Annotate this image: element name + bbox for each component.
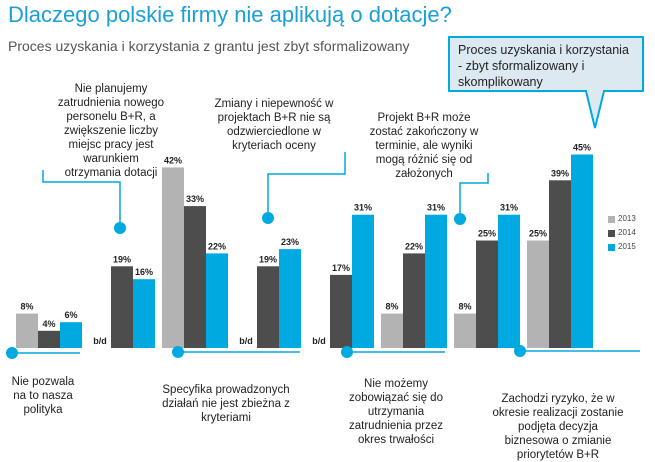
annotation-specificity: Specyfika prowadzonych działań nie jest … — [162, 384, 290, 424]
bar-2015-6 — [425, 214, 447, 348]
bar-2014-4 — [257, 266, 279, 348]
connector-dot-1 — [114, 222, 126, 234]
bar-value-label-2015-4: 23% — [281, 237, 299, 247]
legend-swatch-2014 — [608, 229, 615, 237]
legend-item-2014: 2014 — [608, 226, 636, 240]
bar-2014-6 — [403, 253, 425, 348]
bar-value-label-2014-4: 19% — [259, 254, 277, 264]
annotation-business-risk: Zachodzi ryzyko, że w okresie realizacji… — [492, 393, 624, 461]
bar-value-label-2014-7: 25% — [478, 229, 496, 239]
bar-value-label-2015-3: 22% — [208, 241, 226, 251]
bar-value-label-2013-3: 42% — [164, 155, 182, 165]
bar-missing-label-2013-5: b/d — [312, 336, 326, 346]
connector-dot-2 — [262, 212, 274, 224]
bar-missing-label-2013-4: b/d — [239, 336, 253, 346]
legend-label-2014: 2014 — [618, 228, 636, 237]
bar-2014-2 — [111, 266, 133, 348]
bar-2014-5 — [330, 274, 352, 348]
bar-value-label-2015-7: 31% — [500, 203, 518, 213]
connector-dot-3 — [454, 213, 466, 225]
connector-line-2 — [267, 152, 346, 218]
legend-item-2015: 2015 — [608, 240, 636, 254]
bar-value-label-2013-8: 25% — [529, 229, 547, 239]
bar-2013-1 — [16, 313, 38, 348]
bar-2013-3 — [162, 167, 184, 348]
bar-value-label-2015-1: 6% — [64, 310, 77, 320]
bar-value-label-2013-1: 8% — [20, 302, 33, 312]
bar-2015-1 — [60, 322, 82, 348]
bar-value-label-2014-6: 22% — [405, 241, 423, 251]
legend-swatch-2013 — [608, 215, 615, 223]
bar-2014-7 — [476, 240, 498, 348]
bar-2014-1 — [38, 330, 60, 348]
callout-pointer — [584, 90, 606, 129]
connector-dot-7 — [514, 345, 526, 357]
bar-value-label-2015-2: 16% — [135, 267, 153, 277]
bar-value-label-2015-6: 31% — [427, 203, 445, 213]
bar-value-label-2013-6: 8% — [385, 302, 398, 312]
chart-title: Dlaczego polskie firmy nie aplikują o do… — [8, 2, 452, 27]
legend-label-2013: 2013 — [618, 214, 636, 223]
bar-2015-2 — [133, 279, 155, 348]
bar-chart: 8% b/d 42% b/d b/d 8% 8% 25% 4% 19% 33% 19% 17% 22% 25… — [6, 89, 640, 359]
annotation-no-new-staff: Nie planujemy zatrudnienia nowego person… — [57, 83, 165, 179]
annotation-results-differ: Projekt B+R może zostać zakończony w ter… — [369, 112, 479, 180]
bar-2015-8 — [571, 154, 593, 348]
bar-2014-3 — [184, 206, 206, 348]
annotation-policy: Nie pozwala na to nasza polityka — [11, 376, 75, 416]
bar-value-label-2014-2: 19% — [113, 254, 131, 264]
bar-2013-8 — [527, 240, 549, 348]
legend: 2013 2014 2015 — [608, 212, 636, 254]
chart-subtitle: Proces uzyskania i korzystania z grantu … — [8, 38, 410, 54]
callout-box: Proces uzyskania i korzystania - zbyt sf… — [448, 36, 644, 92]
bar-value-label-2014-1: 4% — [42, 319, 55, 329]
bar-value-label-2015-8: 45% — [573, 143, 591, 153]
connector-dot-5 — [172, 346, 184, 358]
legend-swatch-2015 — [608, 243, 615, 251]
bar-2015-3 — [206, 253, 228, 348]
legend-label-2015: 2015 — [618, 242, 636, 251]
bar-value-label-2015-5: 31% — [354, 203, 372, 213]
legend-item-2013: 2013 — [608, 212, 636, 226]
bar-missing-label-2013-2: b/d — [93, 336, 107, 346]
bar-value-label-2014-3: 33% — [186, 194, 204, 204]
connector-line-1 — [42, 170, 121, 228]
bar-value-label-2014-8: 39% — [551, 168, 569, 178]
bar-2015-7 — [498, 214, 520, 348]
connector-line-3 — [459, 173, 489, 219]
bar-2014-8 — [549, 180, 571, 348]
bar-value-label-2013-7: 8% — [458, 302, 471, 312]
annotation-employment: Nie możemy zobowiązać się do utrzymania … — [349, 378, 443, 446]
connector-dot-4 — [6, 347, 18, 359]
bar-2015-5 — [352, 214, 374, 348]
bar-value-label-2014-5: 17% — [332, 263, 350, 273]
bar-2013-6 — [381, 313, 403, 348]
bar-2015-4 — [279, 249, 301, 348]
bar-2013-7 — [454, 313, 476, 348]
annotation-uncertainty: Zmiany i niepewność w projektach B+R nie… — [214, 98, 334, 152]
connector-dot-6 — [341, 346, 353, 358]
